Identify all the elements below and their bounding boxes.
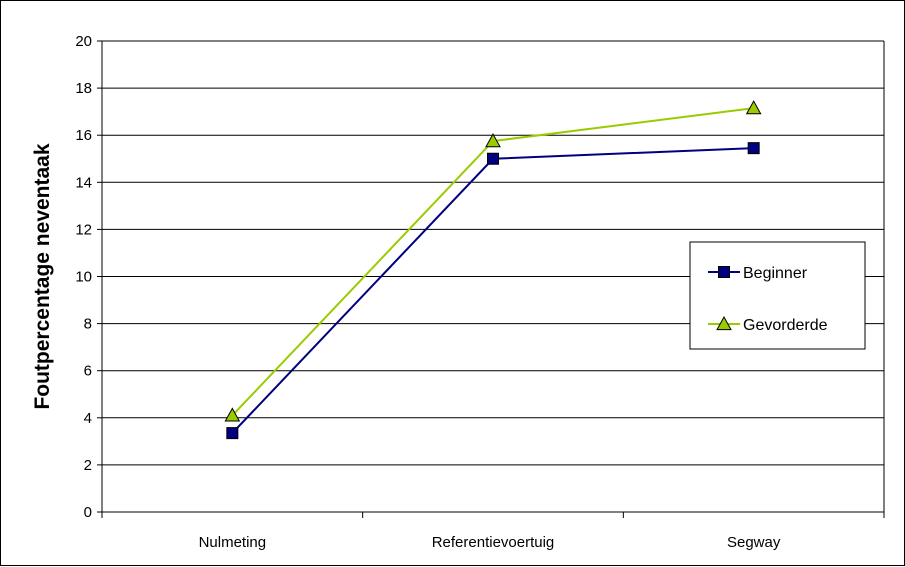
legend-label: Gevorderde xyxy=(743,317,828,334)
series-beginner xyxy=(226,142,760,440)
y-tick-label: 14 xyxy=(75,174,92,191)
y-tick-label: 8 xyxy=(84,316,92,333)
y-axis-title: Foutpercentage neventaak xyxy=(31,143,54,409)
legend-entry: Gevorderde xyxy=(708,315,828,334)
x-tick-label: Referentievoertuig xyxy=(432,534,555,551)
legend-box xyxy=(689,241,866,350)
series xyxy=(224,100,762,440)
data-point xyxy=(226,427,239,440)
y-tick-label: 2 xyxy=(84,457,92,474)
x-tick-labels: Nulmeting Referentievoertuig Segway xyxy=(199,534,781,551)
legend-label: Beginner xyxy=(743,265,808,282)
series-line xyxy=(231,147,754,434)
y-tick-labels: 0 2 4 6 8 10 12 14 16 18 20 xyxy=(75,33,92,521)
x-tick-label: Segway xyxy=(727,534,781,551)
y-tick-label: 12 xyxy=(75,221,92,238)
legend: Beginner Gevorderde xyxy=(689,241,866,350)
data-point xyxy=(485,133,501,148)
legend-marker xyxy=(718,266,730,278)
data-point xyxy=(745,100,762,115)
y-tick-label: 16 xyxy=(75,127,92,144)
y-tick-label: 20 xyxy=(75,33,92,50)
data-point xyxy=(224,407,241,422)
series-gevorderde xyxy=(224,100,762,422)
data-point xyxy=(487,152,499,165)
y-tick-label: 6 xyxy=(84,363,92,380)
y-tick-label: 10 xyxy=(75,269,92,286)
legend-entry: Beginner xyxy=(708,265,808,282)
y-tick-label: 4 xyxy=(84,410,92,427)
y-tick-label: 18 xyxy=(75,80,92,97)
x-tick-label: Nulmeting xyxy=(199,534,267,551)
legend-marker xyxy=(716,315,732,331)
data-point xyxy=(747,142,760,155)
y-tick-label: 0 xyxy=(84,504,92,521)
axes xyxy=(97,40,885,518)
